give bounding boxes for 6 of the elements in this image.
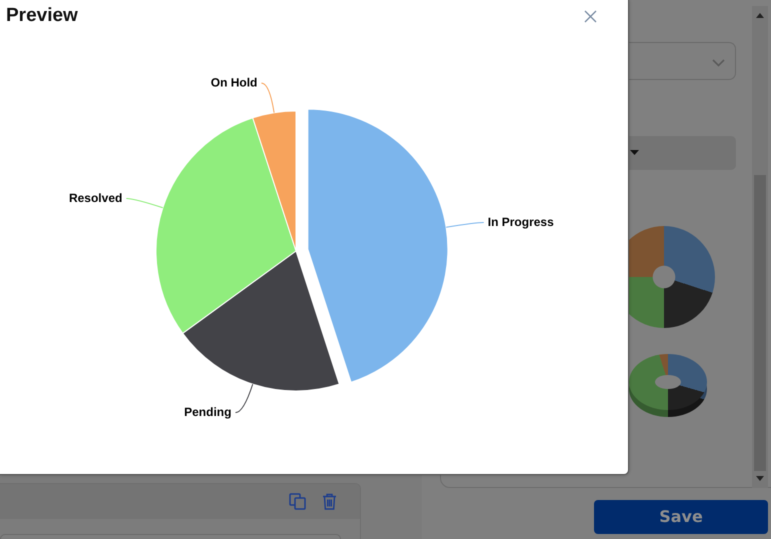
- slice-label: Resolved: [68, 190, 122, 205]
- slice-label: In Progress: [488, 214, 554, 229]
- slice-label: On Hold: [210, 75, 258, 90]
- save-button: Save: [594, 500, 768, 534]
- slice-label: Pending: [184, 404, 232, 419]
- chart-title: Preview: [6, 4, 78, 28]
